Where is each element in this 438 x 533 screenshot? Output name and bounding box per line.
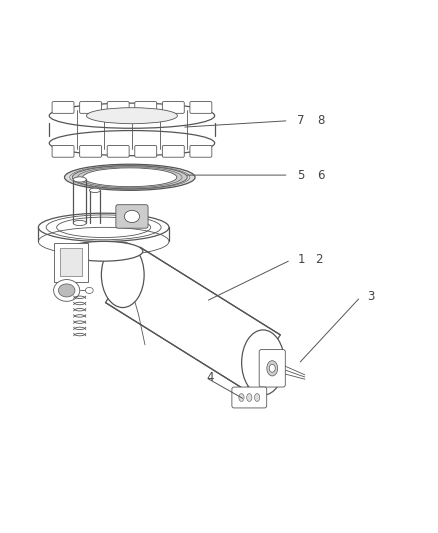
Ellipse shape	[101, 243, 144, 308]
Text: 8: 8	[317, 114, 324, 127]
FancyBboxPatch shape	[162, 146, 184, 157]
Ellipse shape	[49, 103, 215, 128]
FancyBboxPatch shape	[162, 102, 184, 114]
Text: 4: 4	[206, 371, 213, 384]
Ellipse shape	[64, 164, 195, 190]
Ellipse shape	[73, 220, 86, 225]
Ellipse shape	[239, 393, 244, 401]
Ellipse shape	[64, 241, 143, 261]
Ellipse shape	[39, 213, 169, 241]
FancyBboxPatch shape	[116, 205, 148, 228]
FancyBboxPatch shape	[190, 146, 212, 157]
Polygon shape	[106, 247, 280, 390]
Text: 1: 1	[297, 254, 305, 266]
Ellipse shape	[254, 393, 260, 401]
Ellipse shape	[247, 393, 252, 401]
FancyBboxPatch shape	[52, 146, 74, 157]
Ellipse shape	[83, 168, 177, 187]
Text: 7: 7	[297, 114, 305, 127]
FancyBboxPatch shape	[190, 102, 212, 114]
Text: 5: 5	[297, 168, 305, 182]
Ellipse shape	[73, 177, 86, 182]
Ellipse shape	[58, 284, 75, 297]
FancyBboxPatch shape	[135, 102, 157, 114]
Text: 2: 2	[315, 254, 322, 266]
FancyBboxPatch shape	[80, 146, 102, 157]
Ellipse shape	[124, 211, 140, 223]
FancyBboxPatch shape	[54, 243, 88, 282]
FancyBboxPatch shape	[107, 146, 129, 157]
Text: 6: 6	[317, 168, 325, 182]
Ellipse shape	[57, 217, 151, 238]
Ellipse shape	[53, 279, 80, 301]
Ellipse shape	[85, 287, 93, 294]
Ellipse shape	[269, 365, 276, 372]
FancyBboxPatch shape	[107, 102, 129, 114]
Ellipse shape	[242, 330, 284, 395]
FancyBboxPatch shape	[80, 102, 102, 114]
Ellipse shape	[72, 166, 187, 189]
FancyBboxPatch shape	[135, 146, 157, 157]
FancyBboxPatch shape	[52, 102, 74, 114]
Ellipse shape	[86, 108, 177, 124]
Ellipse shape	[49, 131, 215, 156]
FancyBboxPatch shape	[232, 387, 267, 408]
Ellipse shape	[89, 188, 100, 192]
Ellipse shape	[267, 361, 278, 376]
FancyBboxPatch shape	[259, 350, 285, 387]
Text: 3: 3	[367, 290, 374, 303]
FancyBboxPatch shape	[60, 248, 82, 276]
Ellipse shape	[46, 215, 161, 240]
